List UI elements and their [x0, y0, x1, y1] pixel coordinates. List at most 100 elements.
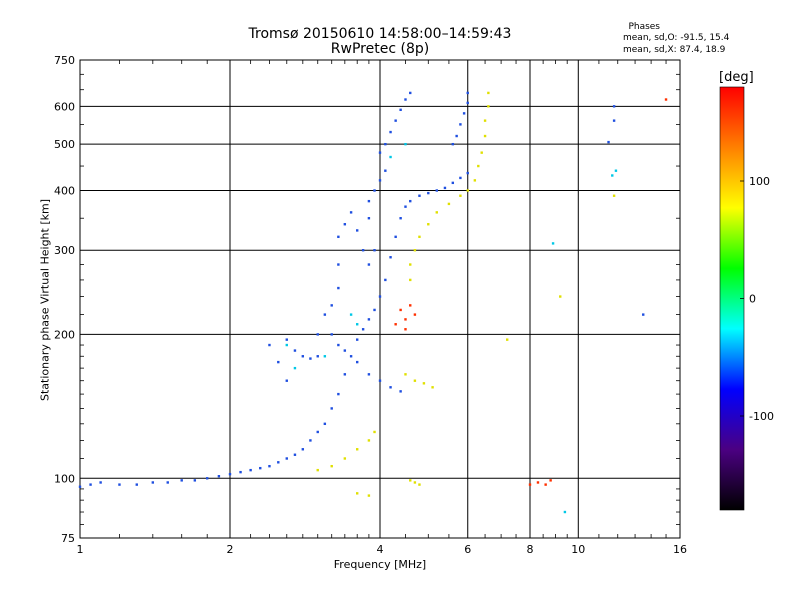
data-point: [166, 481, 169, 484]
data-point: [642, 313, 645, 316]
data-point: [337, 263, 340, 266]
data-point: [349, 313, 353, 316]
data-point: [268, 464, 271, 468]
data-point: [373, 189, 376, 192]
colorbar-tick-label: 100: [749, 175, 770, 188]
data-point: [413, 379, 417, 382]
data-point: [330, 304, 333, 307]
data-point: [389, 155, 392, 159]
data-point: [536, 481, 540, 484]
data-point: [323, 422, 327, 426]
data-point: [404, 98, 407, 101]
x-tick-label: 16: [673, 543, 687, 556]
data-point: [404, 205, 407, 208]
data-point: [462, 112, 466, 115]
data-point: [285, 338, 288, 341]
data-point: [355, 338, 359, 341]
colorbar-unit-label: [deg]: [719, 70, 754, 85]
y-tick-label: 750: [54, 54, 75, 67]
data-point: [355, 492, 359, 495]
data-point: [611, 174, 614, 177]
data-point: [409, 278, 412, 282]
data-point: [285, 457, 288, 460]
data-point: [367, 439, 371, 442]
data-point: [367, 494, 371, 497]
data-point: [427, 223, 430, 226]
data-point: [323, 355, 327, 358]
data-point: [330, 333, 333, 336]
data-point: [249, 468, 252, 472]
data-point: [337, 343, 340, 347]
data-point: [135, 483, 138, 486]
data-point: [413, 249, 417, 252]
data-point: [355, 448, 359, 451]
data-point: [389, 386, 392, 389]
data-point: [355, 323, 359, 326]
x-tick-label: 4: [377, 543, 384, 556]
data-point: [330, 407, 333, 410]
data-point: [418, 235, 421, 239]
y-tick-label: 200: [54, 328, 75, 341]
data-points: [78, 91, 668, 514]
data-point: [459, 176, 462, 180]
data-point: [409, 263, 412, 266]
data-point: [563, 510, 567, 514]
data-point: [399, 108, 402, 112]
data-point: [337, 392, 340, 396]
data-point: [422, 382, 426, 385]
data-point: [480, 151, 483, 154]
data-point: [239, 470, 242, 474]
data-point: [447, 202, 451, 206]
data-point: [612, 119, 616, 122]
data-point: [309, 439, 312, 442]
y-tick-label: 75: [61, 532, 75, 545]
data-point: [180, 479, 183, 482]
data-point: [459, 194, 462, 197]
data-point: [409, 199, 412, 203]
x-axis-label: Frequency [MHz]: [333, 558, 427, 571]
data-point: [378, 379, 382, 382]
colorbar: 100 0 -100: [719, 86, 774, 511]
data-point: [349, 211, 353, 214]
data-point: [293, 349, 297, 352]
y-tick-label: 300: [54, 244, 75, 257]
data-point: [330, 464, 333, 468]
data-point: [404, 328, 407, 331]
data-point: [367, 373, 371, 376]
colorbar-tick-label: 0: [749, 293, 756, 306]
data-point: [373, 249, 376, 252]
data-point: [285, 379, 288, 382]
y-tick-label: 100: [54, 472, 75, 485]
x-tick-label: 8: [527, 543, 534, 556]
colorbar-tick-label: -100: [749, 410, 774, 423]
data-point: [404, 373, 407, 376]
data-point: [607, 140, 610, 144]
x-tick-label: 2: [227, 543, 234, 556]
y-tick-label: 600: [54, 100, 75, 113]
x-tick-label: 10: [571, 543, 585, 556]
data-point: [316, 468, 319, 472]
data-point: [89, 483, 92, 486]
data-point: [361, 249, 365, 252]
data-point: [466, 189, 469, 192]
data-point: [277, 461, 280, 464]
data-point: [151, 481, 155, 484]
x-tick-label: 6: [464, 543, 471, 556]
data-point: [367, 217, 371, 220]
data-point: [443, 186, 447, 190]
data-point: [193, 479, 197, 482]
data-point: [293, 366, 297, 370]
data-point: [427, 191, 430, 195]
data-point: [343, 349, 347, 352]
data-point: [399, 217, 402, 220]
data-point: [316, 355, 319, 358]
data-point: [293, 453, 297, 456]
chart-title: Tromsø 20150610 14:58:00–14:59:43: [248, 26, 512, 42]
data-point: [268, 343, 271, 347]
data-point: [367, 318, 371, 321]
data-point: [451, 142, 455, 146]
data-point: [301, 448, 305, 451]
data-point: [399, 390, 402, 393]
data-point: [343, 373, 347, 376]
